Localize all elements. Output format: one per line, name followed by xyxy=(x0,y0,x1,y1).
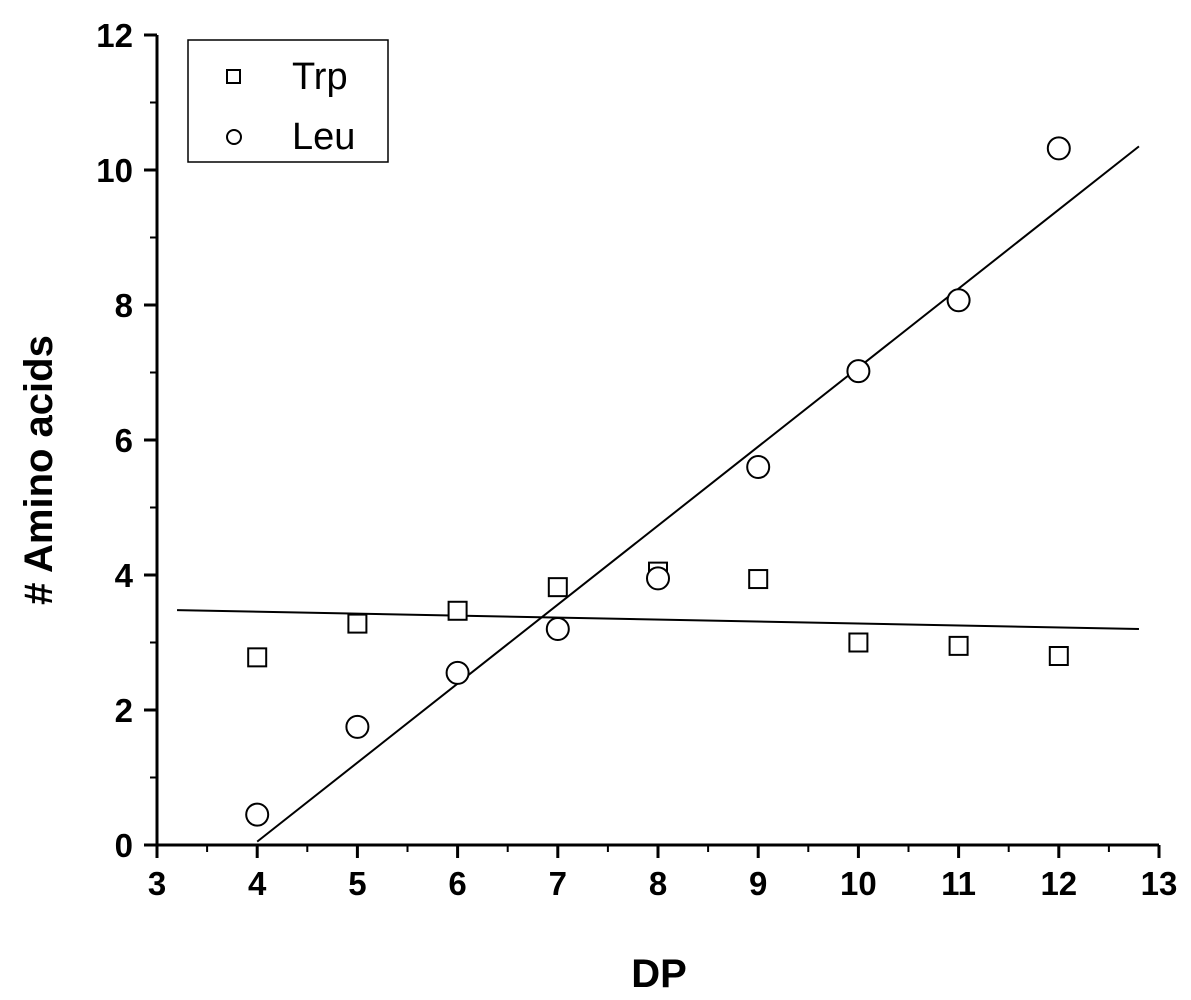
fit-line-trp xyxy=(177,609,1139,630)
x-tick-label: 6 xyxy=(448,865,466,902)
y-tick-label: 4 xyxy=(115,557,134,594)
trp-point xyxy=(347,613,368,634)
data-points xyxy=(245,136,1071,827)
leu-point xyxy=(245,802,270,827)
leu-point xyxy=(445,660,470,685)
x-tick-label: 5 xyxy=(348,865,366,902)
leu-point xyxy=(545,617,570,641)
trp-point xyxy=(447,600,468,621)
trp-point xyxy=(1048,646,1069,666)
x-tick-label: 13 xyxy=(1141,865,1178,902)
x-tick-label: 11 xyxy=(941,865,976,902)
x-axis-title: DP xyxy=(631,952,687,996)
legend-box xyxy=(187,39,389,163)
y-tick-label: 8 xyxy=(115,287,133,324)
leu-point xyxy=(846,359,871,384)
x-tick-label: 12 xyxy=(1040,865,1077,902)
legend-label-leu: Leu xyxy=(292,116,355,158)
y-axis-title: # Amino acids xyxy=(17,335,61,605)
legend: Trp Leu xyxy=(187,39,389,163)
x-tick-label: 3 xyxy=(148,865,166,902)
y-tick-label: 12 xyxy=(96,17,133,54)
y-tick-label: 0 xyxy=(115,827,133,864)
legend-square-icon xyxy=(226,69,241,84)
legend-label-trp: Trp xyxy=(292,56,348,98)
leu-point xyxy=(646,566,670,591)
leu-point xyxy=(946,288,971,313)
leu-point xyxy=(746,455,771,479)
legend-circle-icon xyxy=(226,129,242,145)
trp-point xyxy=(247,647,268,668)
y-tick-label: 10 xyxy=(96,152,133,189)
y-tick-label: 6 xyxy=(115,422,133,459)
y-tick-label: 2 xyxy=(115,692,133,729)
x-tick-label: 7 xyxy=(549,865,567,902)
x-tick-label: 9 xyxy=(749,865,767,902)
x-tick-label: 10 xyxy=(840,865,877,902)
axes: 3 4 5 6 7 8 9 10 11 12 13 0 2 4 6 8 10 12 xyxy=(96,17,1177,902)
x-tick-label: 8 xyxy=(649,865,667,902)
trp-point xyxy=(547,577,568,598)
trp-point xyxy=(948,635,969,656)
trp-point xyxy=(848,632,869,653)
fit-line-leu xyxy=(256,145,1140,843)
leu-point xyxy=(345,714,370,739)
trp-point xyxy=(748,569,769,590)
leu-point xyxy=(1046,136,1071,161)
fit-lines xyxy=(177,145,1140,843)
x-tick-label: 4 xyxy=(248,865,267,902)
